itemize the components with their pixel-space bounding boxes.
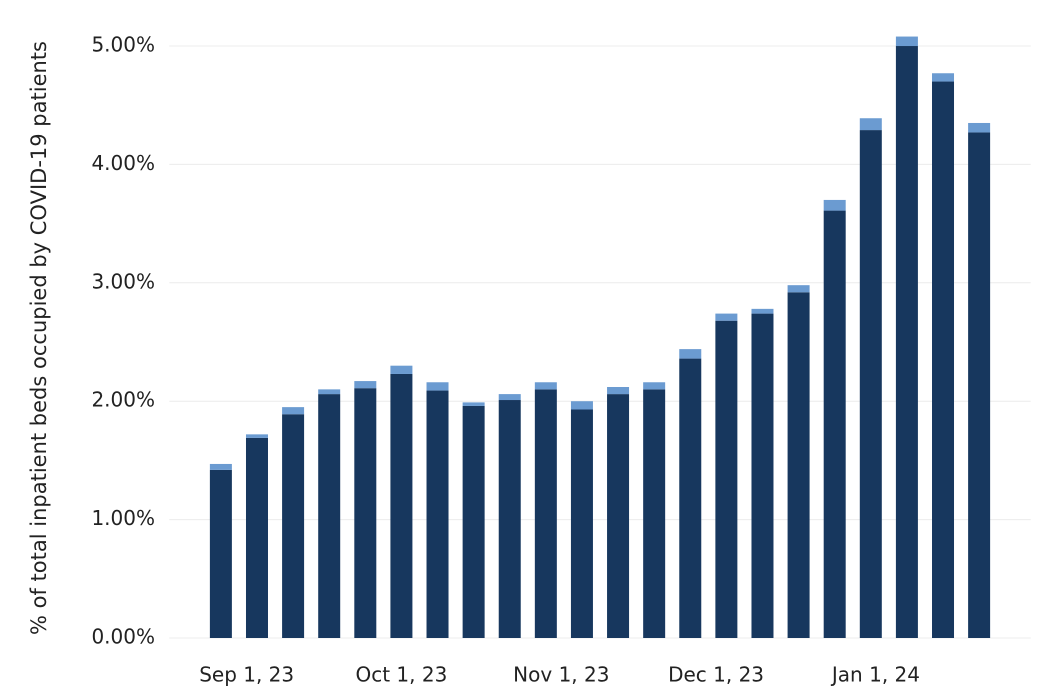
bar-segment [390, 365, 413, 374]
bar-segment [245, 434, 268, 438]
bar-segment [643, 382, 666, 390]
bar-segment [751, 313, 774, 638]
y-tick-label: 1.00% [91, 506, 155, 530]
bar-segment [462, 402, 485, 406]
x-tick-label: Jan 1, 24 [830, 663, 920, 687]
bar-segment [209, 469, 232, 638]
bar-segment [570, 409, 593, 638]
bar-segment [426, 382, 449, 391]
bar-segment [498, 394, 521, 401]
bar-segment [534, 389, 557, 638]
bar-segment [787, 292, 810, 638]
bar-segment [354, 381, 377, 389]
bar-segment [895, 46, 918, 639]
bar-segment [607, 394, 630, 638]
bar-segment [787, 285, 810, 293]
bar-segment [462, 405, 485, 638]
y-tick-label: 4.00% [91, 151, 155, 175]
bar-segment [354, 388, 377, 638]
bar-segment [282, 414, 305, 638]
bar-segment [751, 308, 774, 314]
bar-segment [859, 118, 882, 131]
bar-segment [498, 400, 521, 638]
y-tick-label: 0.00% [91, 625, 155, 649]
bar-segment [318, 394, 341, 638]
bar-segment [570, 401, 593, 410]
bar-segment [859, 130, 882, 638]
bar-segment [679, 358, 702, 638]
bar-segment [282, 407, 305, 415]
bar-segment [209, 463, 232, 470]
bar-segment [534, 382, 557, 390]
x-tick-label: Oct 1, 23 [355, 663, 447, 687]
bar-segment [823, 199, 846, 211]
y-tick-label: 5.00% [91, 33, 155, 57]
bar-segment [895, 36, 918, 47]
bar-segment [715, 320, 738, 638]
y-tick-label: 2.00% [91, 388, 155, 412]
bar-segment [643, 389, 666, 638]
bar-segment [679, 349, 702, 359]
bar-segment [932, 81, 955, 639]
bar-segment [607, 387, 630, 395]
bar-segment [318, 389, 341, 395]
y-axis-title: % of total inpatient beds occupied by CO… [27, 41, 51, 635]
bar-segment [968, 132, 991, 638]
bar-segment [426, 390, 449, 638]
y-tick-label: 3.00% [91, 269, 155, 293]
bar-segment [390, 373, 413, 638]
x-tick-label: Nov 1, 23 [513, 663, 609, 687]
x-tick-label: Dec 1, 23 [668, 663, 764, 687]
bar-segment [968, 122, 991, 133]
bar-segment [715, 313, 738, 321]
bar-segment [932, 73, 955, 82]
bar-segment [823, 210, 846, 638]
x-tick-label: Sep 1, 23 [199, 663, 294, 687]
bar-segment [245, 437, 268, 638]
